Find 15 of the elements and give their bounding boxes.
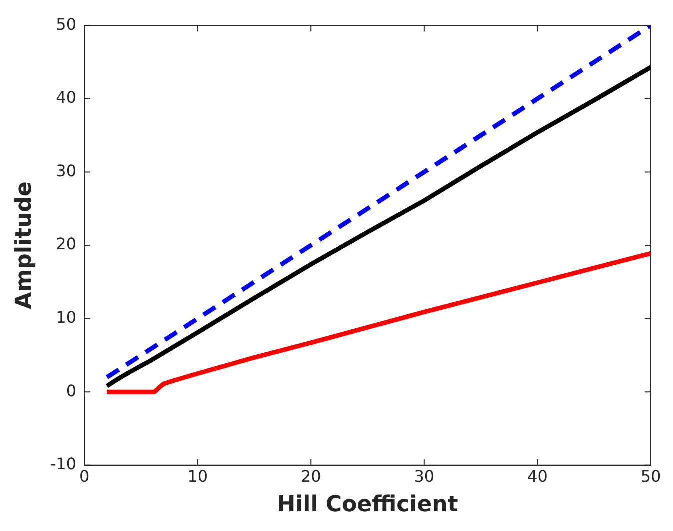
y-tick-label: -10 [50,454,77,474]
y-tick-label: 30 [56,161,77,180]
x-axis-title: Hill Coefficient [277,492,459,518]
y-axis-title: Amplitude [12,182,37,310]
x-tick-label: 20 [300,467,322,486]
x-tick-label: 10 [188,467,208,486]
y-tick-label: 40 [56,88,77,108]
y-tick-label: 20 [56,234,77,254]
x-tick-label: 30 [414,467,435,486]
y-tick-label: 0 [66,381,77,400]
x-tick-label: 40 [528,467,548,486]
y-tick-label: 10 [56,308,77,327]
x-tick-label: 50 [640,467,662,486]
y-tick-label: 50 [56,14,77,34]
x-tick-label: 0 [79,467,90,486]
